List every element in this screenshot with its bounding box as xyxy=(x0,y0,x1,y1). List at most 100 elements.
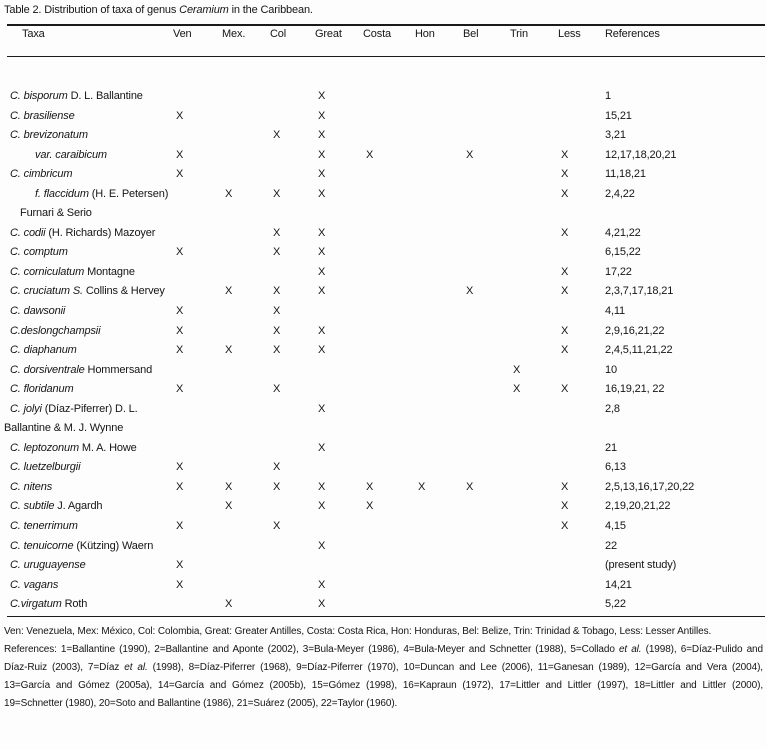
column-header-col: Col xyxy=(270,28,287,40)
mark-cell-trin xyxy=(510,537,558,557)
abbreviations-note: Ven: Venezuela, Mex: México, Col: Colomb… xyxy=(4,626,712,637)
column-header-references: References xyxy=(605,28,660,40)
mark-cell-less xyxy=(558,556,605,576)
mark-cell-ven xyxy=(173,282,222,302)
taxa-cell: C. brevizonatum xyxy=(7,126,173,146)
text-segment: in the Caribbean. xyxy=(228,4,313,16)
taxon-name: C. bisporum xyxy=(10,90,68,102)
taxon-authority: D. L. Ballantine xyxy=(70,90,143,102)
mark-cell-hon xyxy=(415,243,463,263)
references-cell: 16,19,21, 22 xyxy=(605,383,665,396)
references-cell: 4,11 xyxy=(605,305,625,318)
mark-cell-less: X xyxy=(561,226,569,239)
mark-cell-costa xyxy=(363,380,415,400)
mark-cell-mex xyxy=(222,263,270,283)
taxon-name: C. brevizonatum xyxy=(10,129,88,142)
mark-cell-trin xyxy=(510,517,558,537)
mark-cell-costa xyxy=(363,87,415,107)
mark-cell-col: X xyxy=(273,461,281,474)
mark-cell-col xyxy=(270,595,315,615)
mark-cell-hon xyxy=(415,224,463,244)
mark-cell-great: X xyxy=(318,441,326,454)
mark-cell-mex xyxy=(222,165,270,185)
table-row: C. dorsiventrale Hommersand X 10 xyxy=(7,361,765,381)
mark-cell-hon xyxy=(415,282,463,302)
mark-cell-col xyxy=(270,204,315,224)
mark-cell-costa: X xyxy=(366,500,374,513)
mark-cell-mex xyxy=(222,419,270,439)
mark-cell-great xyxy=(315,517,363,537)
references-cell: 6,13 xyxy=(605,461,626,474)
mark-cell-great: X xyxy=(318,500,326,513)
mark-cell-trin xyxy=(510,595,558,615)
mark-cell-bel: X xyxy=(466,480,474,493)
references-cell: 2,9,16,21,22 xyxy=(605,324,665,337)
mark-cell-costa xyxy=(363,204,415,224)
taxon-name: C. corniculatum xyxy=(10,265,85,278)
references-cell: (present study) xyxy=(605,559,677,572)
mark-cell-col: X xyxy=(273,226,281,239)
references-cell xyxy=(605,419,765,439)
footnotes: Ven: Venezuela, Mex: México, Col: Colomb… xyxy=(4,623,763,713)
mark-cell-costa xyxy=(363,185,415,205)
mark-cell-bel xyxy=(463,341,510,361)
mark-cell-less xyxy=(558,400,605,420)
mark-cell-bel xyxy=(463,595,510,615)
mark-cell-col xyxy=(270,400,315,420)
taxa-cell: C.deslongchampsii xyxy=(7,322,173,342)
table-row: C. brasiliense X X 15,21 xyxy=(7,107,765,127)
table-header-row: Taxa Ven Mex. Col Great Costa Hon Bel Trin Less Re… xyxy=(7,28,765,40)
mark-cell-hon: X xyxy=(418,480,426,493)
table-body: C. bisporum D. L. Ballantine X 1 C. brasili… xyxy=(4,87,765,615)
mark-cell-great xyxy=(315,419,363,439)
mark-cell-bel xyxy=(463,537,510,557)
mark-cell-trin: X xyxy=(513,363,521,376)
taxa-cell: C. bisporum D. L. Ballantine xyxy=(7,87,173,107)
mark-cell-hon xyxy=(415,146,463,166)
mark-cell-less xyxy=(558,87,605,107)
taxon-authority: Roth xyxy=(64,598,88,611)
mark-cell-bel xyxy=(463,263,510,283)
taxon-name: C. uruguayense xyxy=(10,559,86,572)
mark-cell-bel xyxy=(463,419,510,439)
top-rule xyxy=(7,24,765,26)
mark-cell-mex xyxy=(222,126,270,146)
mark-cell-great: X xyxy=(318,187,326,200)
mark-cell-hon xyxy=(415,302,463,322)
taxon-name: C. nitens xyxy=(10,480,53,493)
table-row: C. tenuicorne (Kützing) Waern X 22 xyxy=(7,537,765,557)
mark-cell-bel xyxy=(463,517,510,537)
mark-cell-mex xyxy=(222,146,270,166)
mark-cell-col xyxy=(270,576,315,596)
mark-cell-less xyxy=(558,576,605,596)
references-cell: 2,19,20,21,22 xyxy=(605,500,671,513)
taxa-cell: C. dawsonii xyxy=(7,302,173,322)
taxon-authority: Collins & Hervey xyxy=(85,285,165,298)
taxon-name: C. brasiliense xyxy=(10,109,75,122)
mark-cell-great: X xyxy=(318,265,326,278)
table-row: C.virgatum Roth X X 5,22 xyxy=(7,595,765,615)
mark-cell-bel xyxy=(463,380,510,400)
taxon-name: C. jolyi xyxy=(10,402,42,415)
mark-cell-col xyxy=(270,87,315,107)
mark-cell-costa xyxy=(363,556,415,576)
taxa-cell: C. cimbricum xyxy=(7,165,173,185)
taxon-name: f. flaccidum xyxy=(35,187,89,200)
taxon-authority: (H. E. Petersen) xyxy=(91,187,169,200)
mark-cell-col: X xyxy=(273,305,281,318)
mark-cell-less xyxy=(558,439,605,459)
taxon-authority: Hommersand xyxy=(87,363,153,376)
taxa-cell: C. floridanum xyxy=(7,380,173,400)
references-cell: 6,15,22 xyxy=(605,246,641,259)
mark-cell-ven xyxy=(173,537,222,557)
mark-cell-ven: X xyxy=(176,461,184,474)
mark-cell-costa xyxy=(363,400,415,420)
mark-cell-ven: X xyxy=(176,305,184,318)
column-header-costa: Costa xyxy=(363,28,391,40)
mark-cell-col xyxy=(270,497,315,517)
references-cell xyxy=(605,204,765,224)
mark-cell-bel xyxy=(463,497,510,517)
mark-cell-great: X xyxy=(318,226,326,239)
table-row: C. cimbricum X X X 11,18,21 xyxy=(7,165,765,185)
mark-cell-great xyxy=(315,556,363,576)
